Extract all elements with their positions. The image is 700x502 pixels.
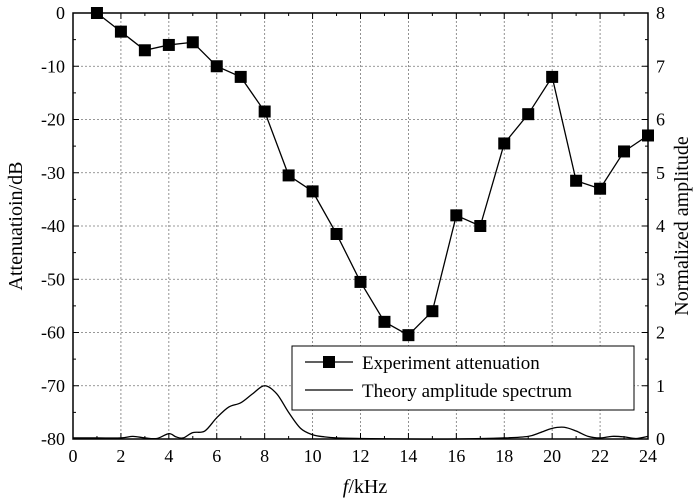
x-tick-label: 22 bbox=[591, 446, 609, 466]
y-right-tick-label: 2 bbox=[656, 323, 665, 343]
x-tick-label: 2 bbox=[116, 446, 125, 466]
y-right-tick-label: 3 bbox=[656, 269, 665, 289]
experiment-point bbox=[522, 108, 535, 121]
experiment-point bbox=[186, 36, 199, 49]
y-right-tick-label: 7 bbox=[656, 56, 665, 76]
x-tick-label: 12 bbox=[352, 446, 370, 466]
x-axis-title: f/kHz bbox=[343, 476, 388, 498]
x-tick-label: 16 bbox=[447, 446, 465, 466]
legend-box bbox=[291, 345, 635, 411]
y-right-tick-label: 1 bbox=[656, 376, 665, 396]
experiment-point bbox=[258, 105, 271, 118]
x-tick-label: 18 bbox=[495, 446, 513, 466]
x-tick-label: 14 bbox=[399, 446, 417, 466]
experiment-point bbox=[354, 275, 367, 288]
y-left-tick-label: -70 bbox=[41, 376, 65, 396]
y-left-tick-label: 0 bbox=[56, 3, 65, 23]
x-tick-label: 24 bbox=[639, 446, 657, 466]
legend-marker-experiment bbox=[323, 356, 335, 368]
legend-label-theory: Theory amplitude spectrum bbox=[362, 381, 572, 402]
tick-labels: 0 2 4 6 8 10 12 14 16 18 20 22 240-10-20-30-40-50-60… bbox=[41, 3, 665, 466]
experiment-point bbox=[282, 169, 295, 182]
theory-amplitude-line bbox=[73, 385, 649, 440]
y-left-tick-label: -20 bbox=[41, 110, 65, 130]
y-left-tick-label: -40 bbox=[41, 216, 65, 236]
experiment-point bbox=[162, 38, 175, 51]
experiment-point bbox=[114, 25, 127, 38]
experiment-point bbox=[234, 70, 247, 83]
experiment-point bbox=[402, 329, 415, 342]
series-layer bbox=[73, 7, 654, 440]
grid bbox=[73, 13, 648, 439]
y-right-tick-label: 5 bbox=[656, 163, 665, 183]
y-right-tick-label: 8 bbox=[656, 3, 665, 23]
experiment-point bbox=[474, 220, 487, 232]
x-tick-label: 20 bbox=[543, 446, 561, 466]
x-tick-label: 10 bbox=[304, 446, 322, 466]
experiment-point bbox=[426, 305, 439, 318]
experiment-point bbox=[498, 137, 511, 150]
experiment-point bbox=[594, 182, 607, 195]
experiment-point bbox=[618, 145, 631, 158]
experiment-point bbox=[570, 174, 583, 187]
experiment-point bbox=[138, 44, 151, 57]
y-right-tick-label: 4 bbox=[656, 216, 665, 236]
experiment-point bbox=[546, 70, 559, 83]
plot-frame bbox=[72, 12, 649, 440]
experiment-point bbox=[306, 185, 319, 198]
legend-label-experiment: Experiment attenuation bbox=[362, 353, 540, 374]
x-tick-label: 4 bbox=[164, 446, 173, 466]
y-right-tick-label: 0 bbox=[656, 429, 665, 449]
x-tick-label: 8 bbox=[260, 446, 269, 466]
y-left-tick-label: -60 bbox=[41, 323, 65, 343]
experiment-point bbox=[378, 315, 391, 328]
y-axis-right-title: Normalized amplitude bbox=[671, 136, 693, 316]
y-axis-left-title: Attenuatioin/dB bbox=[5, 162, 27, 291]
experiment-point bbox=[450, 209, 463, 222]
y-left-tick-label: -10 bbox=[41, 56, 65, 76]
y-right-tick-label: 6 bbox=[656, 110, 665, 130]
x-tick-label: 6 bbox=[212, 446, 221, 466]
legend: Experiment attenuation Theory amplitude … bbox=[291, 345, 635, 411]
y-left-tick-label: -30 bbox=[41, 163, 65, 183]
experiment-point bbox=[330, 227, 343, 240]
x-tick-label: 0 bbox=[69, 446, 78, 466]
y-left-tick-label: -80 bbox=[41, 429, 65, 449]
y-left-tick-label: -50 bbox=[41, 269, 65, 289]
experiment-point bbox=[210, 60, 223, 73]
